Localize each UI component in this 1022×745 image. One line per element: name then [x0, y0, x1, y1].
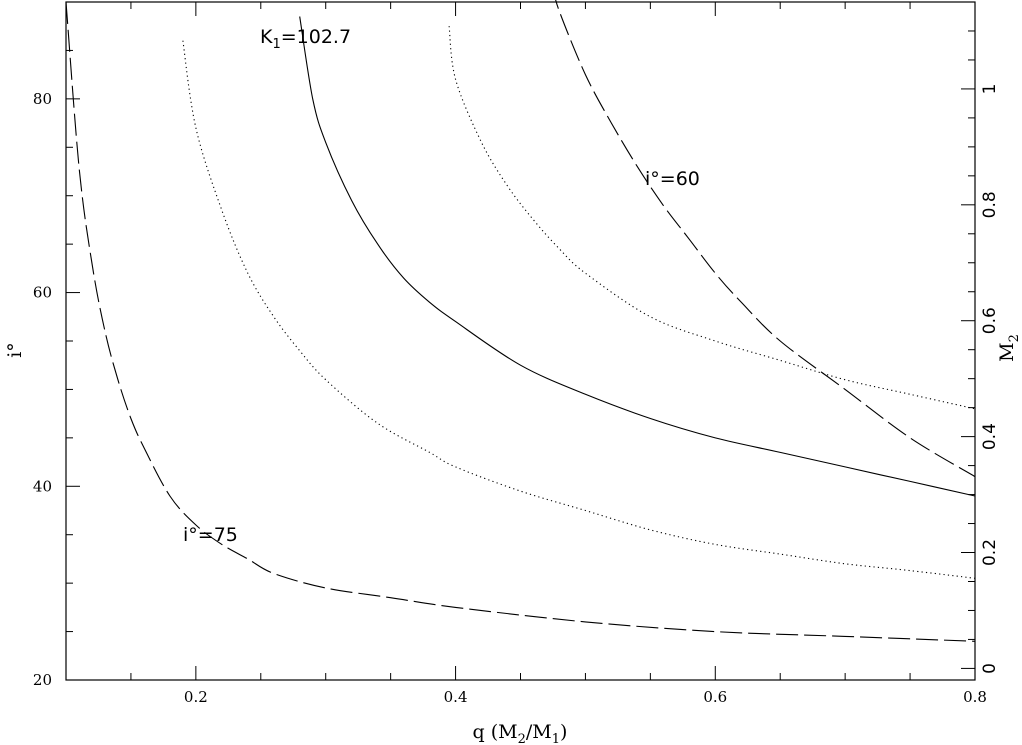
- series-line-dotted-2: [448, 26, 976, 410]
- y2-axis-label-sub: 2: [1007, 334, 1022, 342]
- x-axis-label: q (M2/M1): [473, 721, 568, 745]
- y2-tick-label: 0.8: [980, 191, 1000, 218]
- x-tick-label: 0.4: [444, 688, 468, 706]
- x-tick-label: 0.6: [703, 688, 727, 706]
- y2-tick-label: 0.4: [980, 423, 1000, 450]
- x-axis-label-sub2: 2: [518, 732, 526, 745]
- x-axis-label-close: ): [560, 721, 567, 743]
- x-axis-label-q: q (M: [473, 721, 518, 743]
- annotation-i75: i°=75: [183, 524, 238, 546]
- y2-tick-label: 0.2: [980, 539, 1000, 566]
- y-tick-label: 40: [33, 477, 52, 495]
- y2-tick-label: 1: [980, 84, 1000, 95]
- x-tick-label: 0.8: [963, 688, 987, 706]
- series-line-dotted-1: [182, 40, 976, 579]
- annotation-k1-sub: 1: [272, 37, 280, 52]
- y-axis-label: i°: [4, 342, 26, 358]
- y-tick-label: 80: [33, 90, 52, 108]
- series-line-dashed-3: [65, 1, 976, 642]
- annotation-k1: K1=102.7: [260, 26, 351, 52]
- annotation-i60: i°=60: [645, 168, 700, 190]
- y-tick-label: 60: [33, 284, 52, 302]
- x-tick-label: 0.2: [184, 688, 208, 706]
- curves: [65, 0, 976, 642]
- x-axis-label-sub1: 1: [552, 732, 560, 745]
- annotation-k1-value: =102.7: [281, 26, 351, 48]
- x-axis-label-slash: /M: [526, 721, 552, 743]
- series-line-dashed-4: [555, 0, 976, 478]
- y-tick-label: 20: [33, 671, 52, 689]
- y2-axis-label: M2: [996, 334, 1022, 362]
- plot-frame: [65, 1, 976, 681]
- tick-labels: 0.2 0.4 0.6 0.8 20 40 60 80 0 0.2 0.4 0.6 0.8 1: [33, 84, 1000, 706]
- y2-tick-label: 0: [980, 663, 1000, 674]
- series-line-solid-0: [299, 16, 976, 497]
- y2-tick-label: 0.6: [980, 307, 1000, 334]
- ticks: [65, 1, 976, 681]
